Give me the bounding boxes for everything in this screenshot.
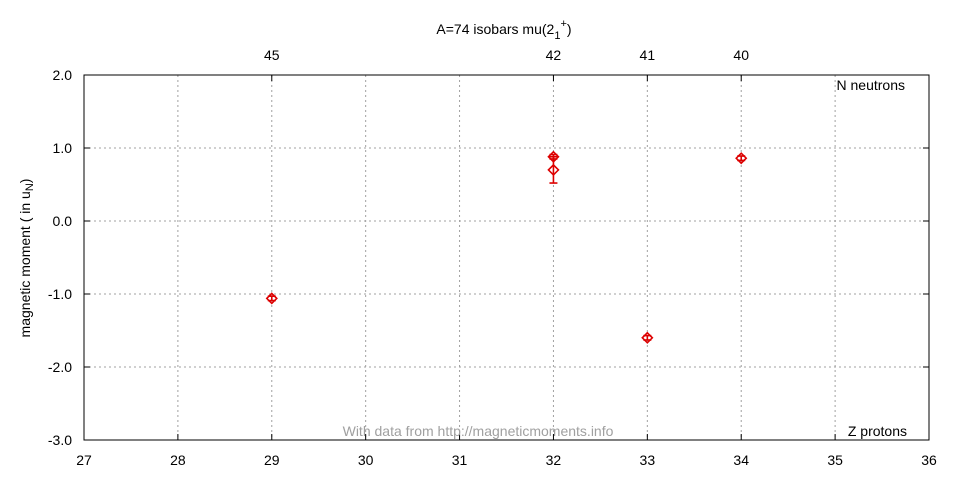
- y-axis-label: magnetic moment ( in uN): [17, 179, 36, 338]
- plot-frame: [83, 74, 930, 441]
- top-axis-label: N neutrons: [837, 77, 905, 93]
- data-point: [641, 331, 654, 344]
- x-tick-label: 28: [170, 452, 186, 468]
- top-tick-label: 41: [640, 47, 656, 63]
- y-tick-label: 0.0: [53, 213, 73, 229]
- tick-labels: 27 28 29 30 31 32 33 34 35 36 -3.0 -2.0 -1.0 0.0 1.0 2.…: [48, 47, 937, 468]
- axis-ticks: [83, 74, 930, 441]
- top-tick-label: 40: [733, 47, 749, 63]
- x-tick-label: 33: [640, 452, 656, 468]
- x-tick-label: 30: [358, 452, 374, 468]
- x-tick-label: 36: [921, 452, 937, 468]
- data-point: [547, 163, 560, 177]
- y-tick-label: 2.0: [53, 67, 73, 83]
- data-point: [735, 152, 748, 165]
- y-tick-label: 1.0: [53, 140, 73, 156]
- top-tick-label: 42: [546, 47, 562, 63]
- data-point: [265, 292, 278, 305]
- data-points: [265, 150, 748, 344]
- watermark: With data from http://magneticmoments.in…: [343, 423, 614, 439]
- x-tick-label: 27: [76, 452, 92, 468]
- x-axis-label: Z protons: [848, 423, 907, 439]
- top-tick-label: 45: [264, 47, 280, 63]
- y-tick-label: -1.0: [48, 286, 72, 302]
- x-tick-label: 32: [546, 452, 562, 468]
- grid-lines: [84, 75, 929, 440]
- x-tick-label: 29: [264, 452, 280, 468]
- x-tick-label: 31: [452, 452, 468, 468]
- x-tick-label: 35: [827, 452, 843, 468]
- y-tick-label: -3.0: [48, 432, 72, 448]
- chart-title: A=74 isobars mu(21+): [436, 18, 571, 42]
- x-tick-label: 34: [733, 452, 749, 468]
- y-tick-label: -2.0: [48, 359, 72, 375]
